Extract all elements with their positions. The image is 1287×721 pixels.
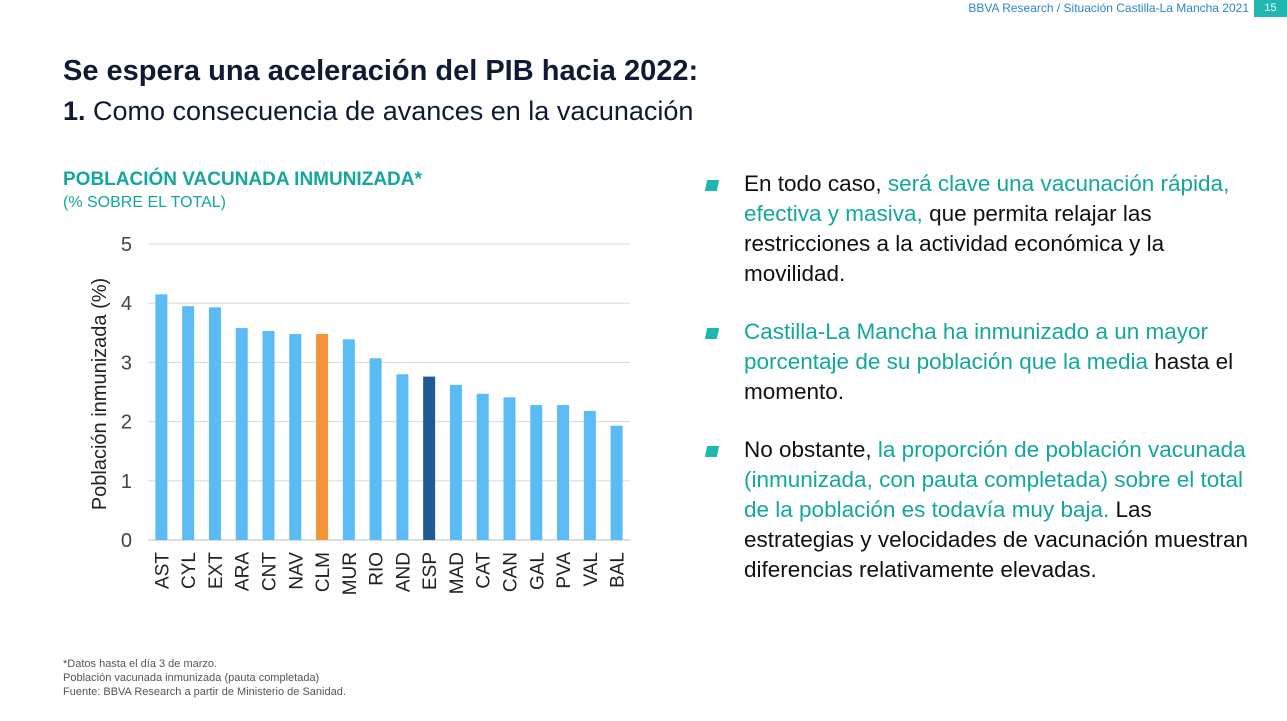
bar-ast [155,294,168,540]
page-number-badge: 15 [1254,0,1287,17]
x-tick-label-and: AND [393,552,414,592]
bullet-item: No obstante, la proporción de población … [704,435,1266,585]
bar-mad [449,384,462,540]
bullet-square-icon [704,180,720,191]
bullet-highlight-text: la proporción de población vacunada (inm… [744,437,1246,522]
bar-clm [316,333,329,540]
bullet-list: En todo caso, será clave una vacunación … [704,169,1266,613]
bar-val [583,410,596,540]
y-tick-label: 5 [121,234,132,256]
y-axis-label: Población inmunizada (%) [89,278,111,510]
bullet-highlight-text: será clave una vacunación rápida, efecti… [744,171,1230,226]
bar-ext [208,307,221,540]
y-tick-label: 0 [121,530,132,552]
x-tick-label-esp: ESP [420,552,441,590]
x-tick-label-ast: AST [152,552,173,589]
bar-can [503,397,516,540]
x-tick-label-rio: RIO [367,552,388,586]
bar-ara [235,328,248,540]
footnote-line: *Datos hasta el día 3 de marzo. [63,658,218,670]
y-tick-label: 1 [121,471,132,493]
y-tick-label: 4 [121,293,132,315]
x-tick-label-val: VAL [581,552,602,587]
y-tick-label: 3 [121,352,132,374]
bar-chart: 0 1 2 3 4 5 Población inmunizada (%) AST CYL EXT A… [89,234,630,595]
x-tick-label-mur: MUR [340,552,361,595]
bar-cyl [182,306,195,540]
x-tick-label-cat: CAT [474,552,495,589]
bar-gal [530,405,543,540]
subtitle-number: 1. [63,96,86,126]
bullet-text: No obstante, [744,437,878,462]
bar-mur [342,339,355,540]
bar-cnt [262,331,275,540]
page-subtitle: 1. Como consecuencia de avances en la va… [63,96,693,127]
chart-title: POBLACIÓN VACUNADA INMUNIZADA* [63,169,422,190]
x-tick-label-ext: EXT [206,552,227,589]
bullet-square-icon [704,446,720,457]
bullet-highlight-text: Castilla-La Mancha ha inmunizado a un ma… [744,319,1208,374]
bar-cat [476,393,489,540]
y-tick-label: 2 [121,412,132,434]
chart-subtitle: (% SOBRE EL TOTAL) [63,194,227,211]
bar-bal [610,425,623,540]
page-title: Se espera una aceleración del PIB hacia … [63,55,699,87]
footnote-line: Fuente: BBVA Research a partir de Minist… [63,686,346,698]
x-tick-label-bal: BAL [608,552,629,588]
bullet-item: Castilla-La Mancha ha inmunizado a un ma… [704,317,1266,407]
subtitle-text: Como consecuencia de avances en la vacun… [85,96,694,126]
bullet-text: hasta el momento. [744,349,1234,404]
bullet-item: En todo caso, será clave una vacunación … [704,169,1266,289]
bar-and [396,374,409,540]
x-tick-label-can: CAN [501,552,522,592]
bullet-text: que permita relajar las restricciones a … [744,201,1165,286]
x-tick-label-gal: GAL [527,552,548,590]
x-tick-label-pva: PVA [554,552,575,589]
x-tick-label-nav: NAV [286,552,307,590]
bar-nav [289,333,302,540]
footnote-line: Población vacunada inmunizada (pauta com… [63,672,320,684]
x-tick-label-clm: CLM [313,552,334,592]
x-tick-label-cyl: CYL [179,552,200,589]
bullet-square-icon [704,328,720,339]
bullet-text: Las estrategias y velocidades de vacunac… [744,497,1249,582]
bullet-text: En todo caso, [744,171,888,196]
footnotes: *Datos hasta el día 3 de marzo. Población… [63,657,346,699]
bar-pva [557,405,570,540]
header-brand: BBVA Research / Situación Castilla-La Ma… [968,1,1249,15]
x-tick-label-mad: MAD [447,552,468,594]
bar-esp [423,376,436,540]
bar-rio [369,358,382,540]
x-tick-label-ara: ARA [233,552,254,591]
x-tick-label-cnt: CNT [260,552,281,591]
